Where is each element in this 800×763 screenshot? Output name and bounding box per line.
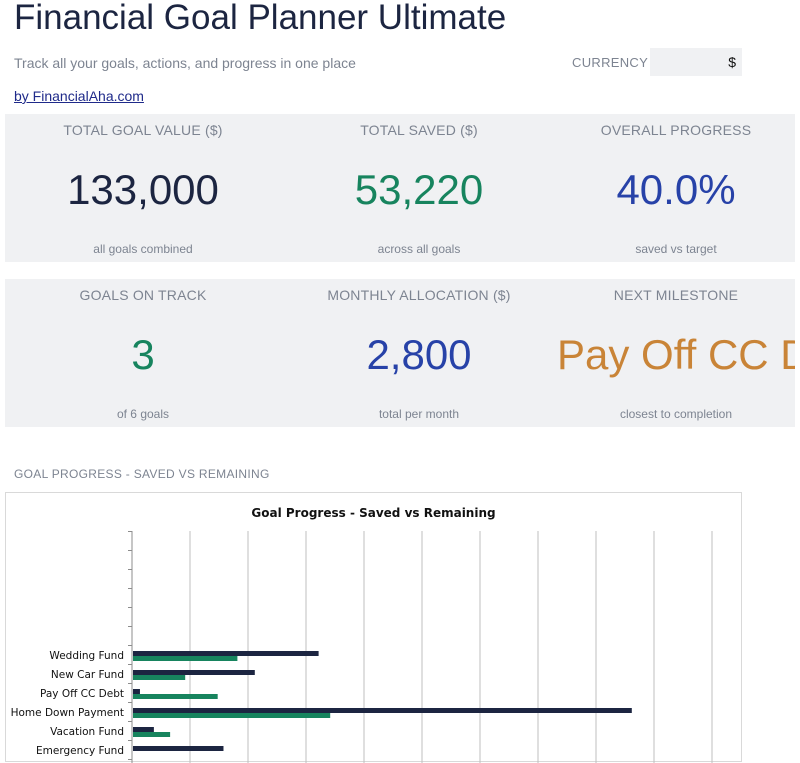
chart-category-label: Emergency Fund — [36, 745, 124, 757]
kpi-value: 53,220 — [354, 166, 484, 213]
kpi-goals-on-track: GOALS ON TRACK 3 of 6 goals — [8, 279, 278, 427]
kpi-value: Pay Off CC Debt — [557, 331, 795, 378]
kpi-value: 40.0% — [616, 166, 736, 213]
kpi-subtext: all goals combined — [93, 242, 193, 256]
kpi-overall-progress: OVERALL PROGRESS 40.0% saved vs target — [541, 114, 800, 262]
kpi-label: NEXT MILESTONE — [613, 287, 739, 303]
kpi-label: OVERALL PROGRESS — [600, 122, 752, 138]
section-title: GOAL PROGRESS - SAVED VS REMAINING — [14, 467, 270, 481]
chart-bar-series-2 — [133, 656, 238, 661]
kpi-monthly-allocation: MONTHLY ALLOCATION ($) 2,800 total per m… — [284, 279, 554, 427]
chart-category-label: Pay Off CC Debt — [40, 688, 124, 700]
chart-category-label: Home Down Payment — [11, 707, 124, 719]
chart-bar-series-2 — [133, 732, 171, 737]
chart-bar-series-1 — [133, 651, 319, 656]
chart-bar-series-1 — [133, 670, 255, 675]
kpi-subtext: across all goals — [377, 242, 461, 256]
kpi-next-milestone: NEXT MILESTONE Pay Off CC Debt closest t… — [557, 279, 795, 427]
page-subtitle: Track all your goals, actions, and progr… — [14, 55, 356, 71]
chart-category-label: Vacation Fund — [50, 726, 124, 738]
kpi-subtext: saved vs target — [635, 242, 717, 256]
kpi-label: TOTAL GOAL VALUE ($) — [63, 122, 223, 138]
kpi-label: TOTAL SAVED ($) — [360, 122, 478, 138]
kpi-label: GOALS ON TRACK — [79, 287, 207, 303]
kpi-subtext: of 6 goals — [116, 407, 170, 421]
chart-title: Goal Progress - Saved vs Remaining — [251, 506, 496, 520]
chart-bar-series-1 — [133, 727, 154, 732]
chart-bar-series-1 — [133, 746, 224, 751]
goal-progress-chart[interactable]: Goal Progress - Saved vs Remaining Weddi… — [5, 492, 742, 763]
kpi-value: 2,800 — [366, 331, 472, 378]
chart-bar-series-2 — [133, 694, 218, 699]
chart-category-label: Wedding Fund — [49, 650, 124, 662]
currency-label: CURRENCY — [572, 55, 649, 70]
kpi-value: 133,000 — [67, 166, 219, 213]
kpi-band-summary: TOTAL GOAL VALUE ($) 133,000 all goals c… — [5, 114, 795, 262]
kpi-subtext: closest to completion — [619, 407, 733, 421]
chart-category-label: New Car Fund — [51, 669, 124, 681]
kpi-total-goal-value: TOTAL GOAL VALUE ($) 133,000 all goals c… — [8, 114, 278, 262]
chart-bar-series-1 — [133, 708, 632, 713]
chart-bar-series-2 — [133, 713, 331, 718]
kpi-value: 3 — [131, 331, 155, 378]
currency-input[interactable]: $ — [650, 48, 742, 76]
kpi-label: MONTHLY ALLOCATION ($) — [327, 287, 511, 303]
kpi-total-saved: TOTAL SAVED ($) 53,220 across all goals — [284, 114, 554, 262]
kpi-subtext: total per month — [378, 407, 460, 421]
chart-bar-series-2 — [133, 675, 186, 680]
page-title: Financial Goal Planner Ultimate — [14, 0, 507, 37]
byline-link[interactable]: by FinancialAha.com — [14, 88, 144, 104]
kpi-band-status: GOALS ON TRACK 3 of 6 goals MONTHLY ALLO… — [5, 279, 795, 427]
chart-bar-series-1 — [133, 689, 140, 694]
chart-plot-area: Wedding Fund New Car Fund Pay Off CC Debt H… — [11, 531, 713, 763]
